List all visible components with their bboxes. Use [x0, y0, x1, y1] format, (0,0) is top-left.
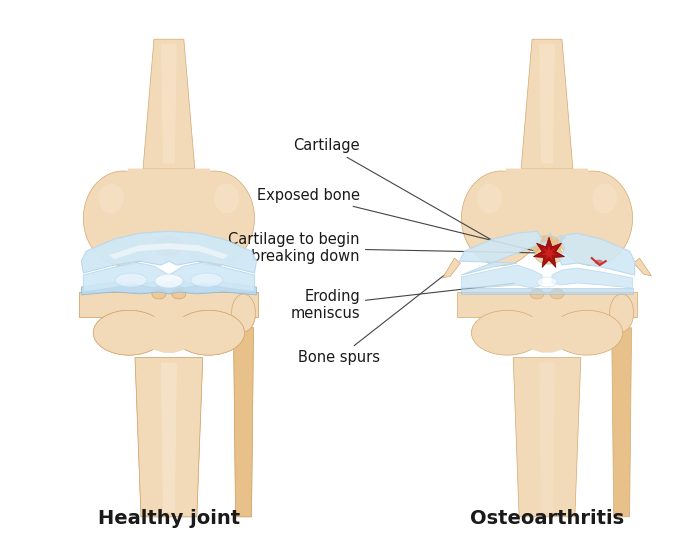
Polygon shape — [521, 39, 573, 169]
Polygon shape — [81, 280, 256, 295]
Polygon shape — [612, 328, 631, 517]
Polygon shape — [461, 288, 633, 294]
Ellipse shape — [477, 184, 502, 213]
Text: Osteoarthritis: Osteoarthritis — [470, 509, 624, 528]
Polygon shape — [81, 231, 256, 273]
Ellipse shape — [461, 171, 541, 266]
Text: Exposed bone: Exposed bone — [257, 188, 549, 254]
Ellipse shape — [173, 310, 244, 355]
Polygon shape — [443, 258, 461, 278]
Polygon shape — [79, 292, 258, 317]
Ellipse shape — [553, 171, 633, 266]
Text: Bone spurs: Bone spurs — [298, 273, 448, 365]
Polygon shape — [457, 292, 637, 317]
Ellipse shape — [154, 235, 184, 257]
Ellipse shape — [155, 274, 183, 288]
Polygon shape — [513, 358, 581, 517]
Text: Healthy joint: Healthy joint — [98, 509, 240, 528]
Ellipse shape — [550, 289, 564, 299]
Ellipse shape — [84, 171, 163, 266]
Ellipse shape — [530, 289, 544, 299]
Polygon shape — [552, 268, 633, 288]
Ellipse shape — [99, 184, 124, 213]
Text: Eroding
meniscus: Eroding meniscus — [290, 283, 514, 321]
Polygon shape — [533, 237, 564, 267]
Ellipse shape — [175, 171, 255, 266]
Ellipse shape — [535, 246, 563, 264]
Polygon shape — [559, 233, 635, 275]
Polygon shape — [79, 292, 258, 317]
Ellipse shape — [551, 310, 623, 355]
Ellipse shape — [172, 289, 186, 299]
Polygon shape — [135, 358, 203, 517]
Polygon shape — [84, 262, 255, 292]
Polygon shape — [461, 265, 542, 288]
Polygon shape — [161, 363, 177, 512]
Ellipse shape — [610, 294, 633, 332]
Ellipse shape — [191, 273, 223, 287]
Ellipse shape — [152, 289, 166, 299]
Polygon shape — [459, 231, 547, 275]
Text: Cartilage to begin
breaking down: Cartilage to begin breaking down — [228, 232, 546, 264]
Ellipse shape — [173, 310, 244, 355]
Polygon shape — [234, 328, 253, 517]
Ellipse shape — [471, 310, 543, 355]
Polygon shape — [143, 39, 195, 169]
Polygon shape — [161, 44, 177, 163]
Polygon shape — [113, 169, 225, 238]
Polygon shape — [109, 243, 228, 259]
Ellipse shape — [93, 310, 165, 355]
Polygon shape — [491, 169, 603, 238]
Polygon shape — [539, 44, 555, 163]
Polygon shape — [161, 363, 177, 512]
Ellipse shape — [214, 184, 239, 213]
Polygon shape — [234, 328, 253, 517]
Ellipse shape — [172, 289, 186, 299]
Polygon shape — [135, 358, 203, 517]
Ellipse shape — [537, 277, 557, 287]
Polygon shape — [114, 317, 223, 353]
Polygon shape — [114, 317, 223, 353]
Polygon shape — [539, 363, 555, 512]
Text: Cartilage: Cartilage — [293, 138, 495, 242]
Ellipse shape — [232, 294, 255, 332]
Polygon shape — [492, 317, 602, 353]
Ellipse shape — [532, 235, 562, 257]
Ellipse shape — [595, 259, 603, 264]
Ellipse shape — [592, 184, 617, 213]
Ellipse shape — [93, 310, 165, 355]
Ellipse shape — [232, 294, 255, 332]
Ellipse shape — [152, 289, 166, 299]
Ellipse shape — [115, 273, 147, 287]
Polygon shape — [633, 258, 651, 276]
Polygon shape — [541, 245, 557, 260]
